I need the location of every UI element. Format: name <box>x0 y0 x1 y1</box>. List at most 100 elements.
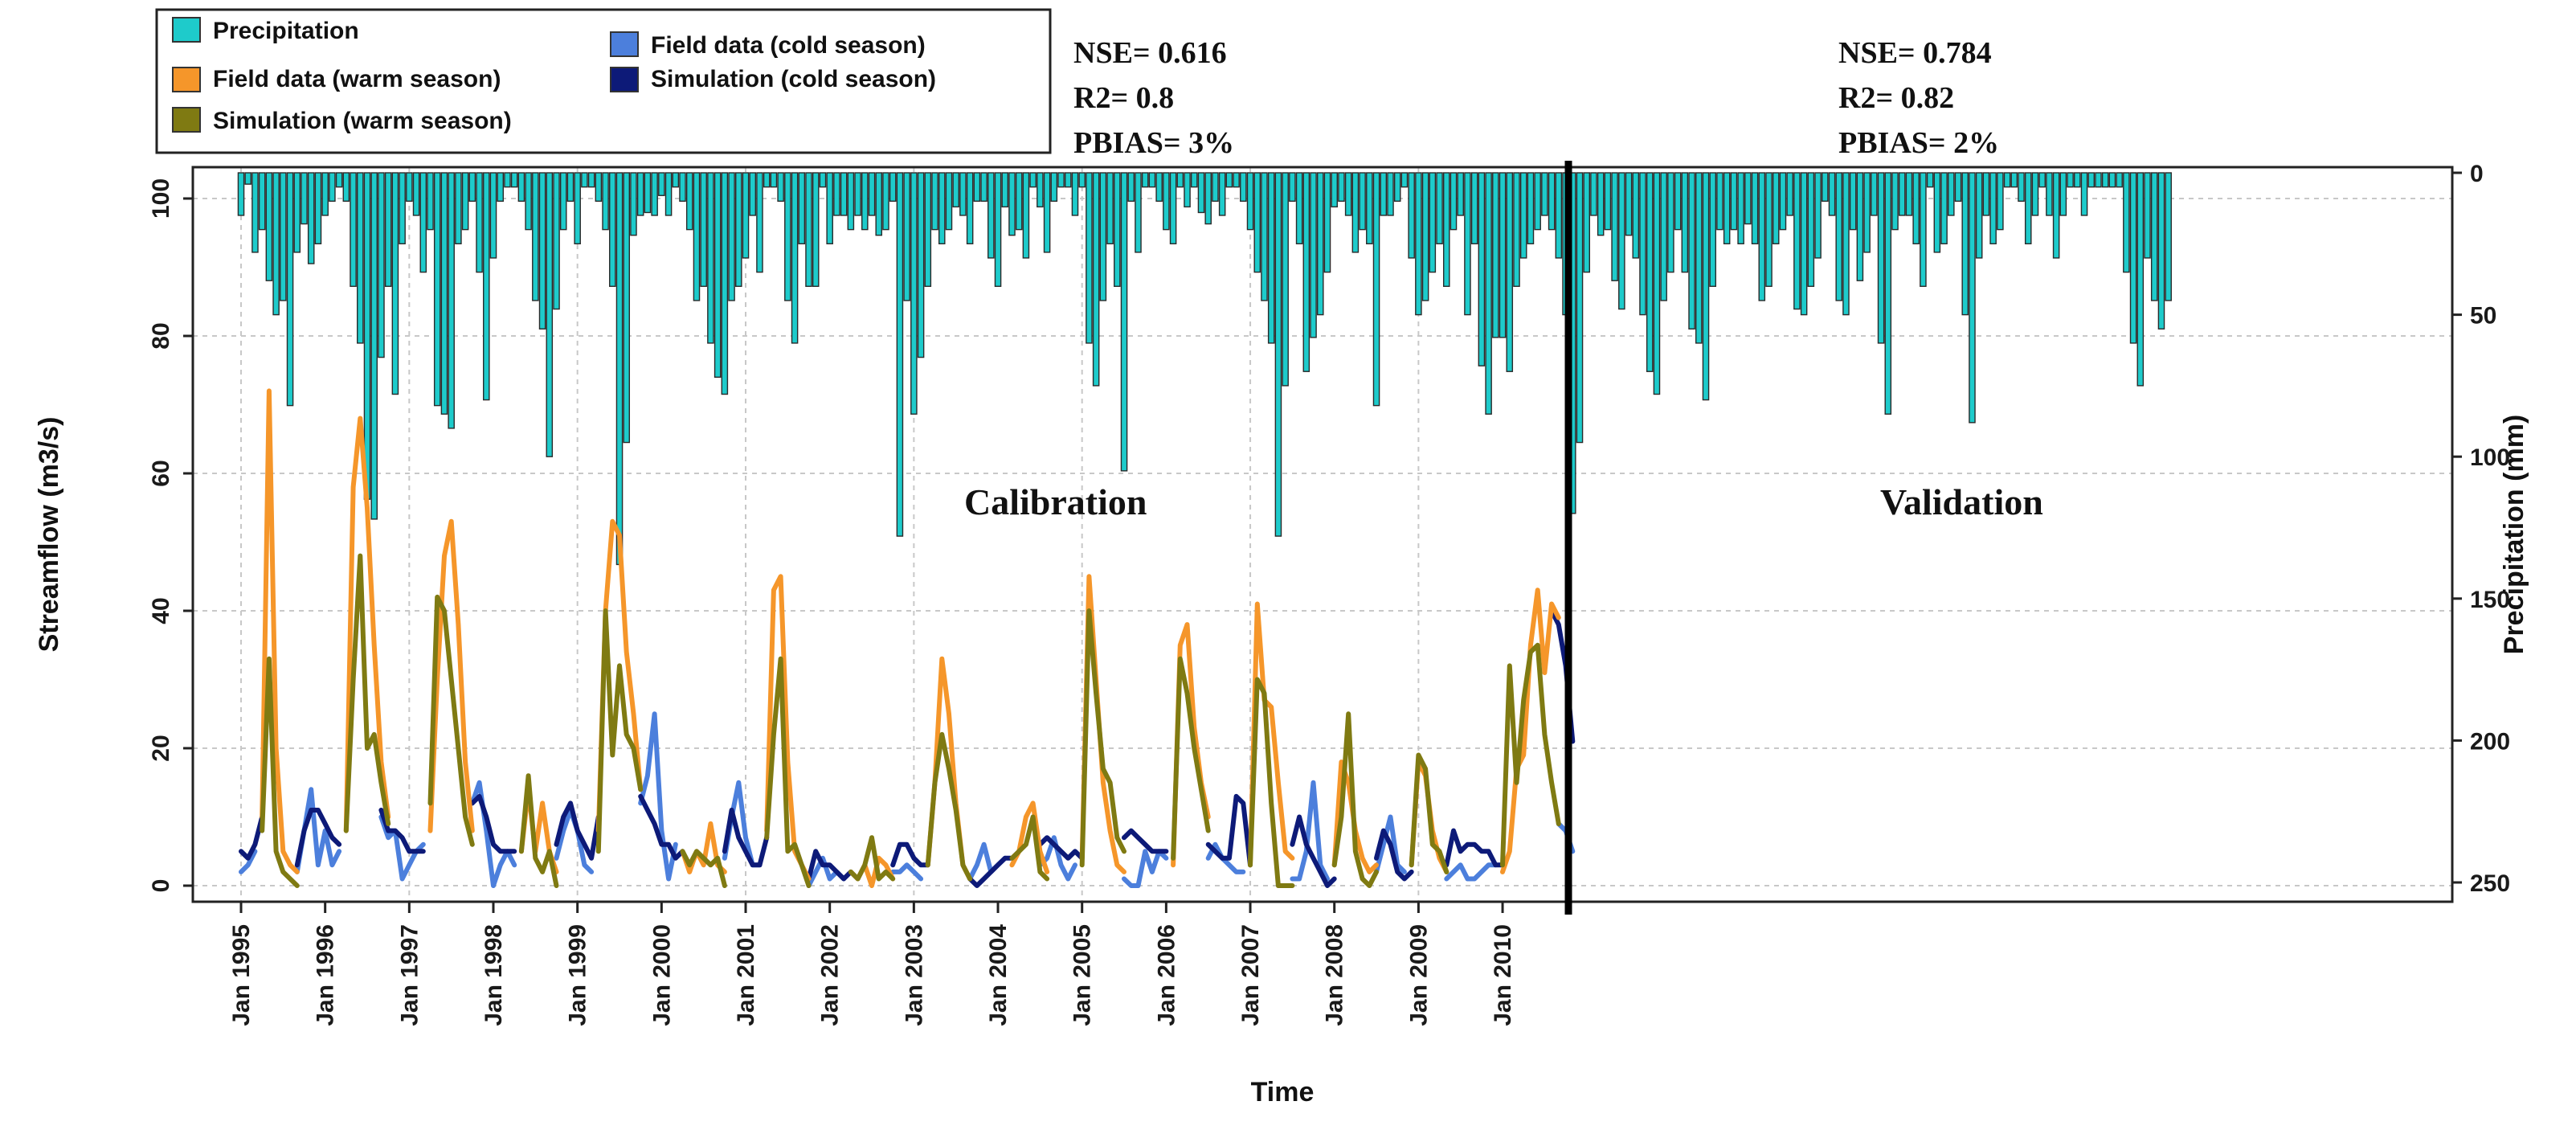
validation-label: Validation <box>1880 481 2043 522</box>
precipitation-bar <box>546 172 554 457</box>
precipitation-bar <box>735 172 742 287</box>
precipitation-bar <box>1737 172 1744 245</box>
precipitation-bar <box>335 172 343 188</box>
precipitation-bar <box>2101 172 2109 188</box>
precipitation-bar <box>427 172 434 231</box>
precipitation-bar <box>1891 172 1899 231</box>
precipitation-bar <box>1807 172 1815 287</box>
precipitation-bar <box>1408 172 1415 259</box>
precipitation-bar <box>1274 172 1282 537</box>
y-tick-label: 60 <box>148 460 174 486</box>
precipitation-bar <box>2136 172 2145 387</box>
validation-nse: NSE= 0.784 <box>1838 36 1992 70</box>
precipitation-bar <box>630 172 637 236</box>
precipitation-bar <box>301 172 308 225</box>
precipitation-bar <box>1744 172 1752 225</box>
precipitation-bar <box>840 172 848 216</box>
precipitation-bar <box>1765 172 1773 287</box>
precipitation-bar <box>1688 172 1695 330</box>
precipitation-bar <box>1590 172 1597 216</box>
precipitation-bar <box>378 172 385 358</box>
precipitation-bar <box>2095 172 2102 188</box>
precipitation-bar <box>1674 172 1682 231</box>
precipitation-bar <box>1043 172 1051 253</box>
precipitation-bar <box>370 172 378 520</box>
precipitation-bar <box>2150 172 2158 301</box>
calibration-r2: R2= 0.8 <box>1073 81 1174 115</box>
legend-swatch-field-warm <box>172 67 201 92</box>
precipitation-bar <box>952 172 959 208</box>
precipitation-bar <box>286 172 294 407</box>
precipitation-bar <box>329 172 336 203</box>
precipitation-bar <box>882 172 889 231</box>
precipitation-bar <box>525 172 532 231</box>
precipitation-bar <box>1015 172 1023 231</box>
y2-tick-label: 100 <box>2470 444 2510 471</box>
precipitation-bar <box>1421 172 1429 301</box>
precipitation-bar <box>980 172 987 203</box>
series-line-simulation-cold-season <box>1290 814 1337 888</box>
precipitation-bar <box>1212 172 1219 203</box>
y2-axis-title: Precipitation (mm) <box>2499 415 2529 654</box>
precipitation-bar <box>280 172 287 301</box>
precipitation-bar <box>448 172 455 429</box>
precipitation-bar <box>1442 172 1450 287</box>
legend-swatch-sim-cold <box>610 67 639 92</box>
precipitation-bar <box>917 172 925 358</box>
precipitation-bar <box>1029 172 1037 188</box>
precipitation-bar <box>1057 172 1065 188</box>
x-tick-label: Jan 2007 <box>1237 924 1264 1026</box>
precipitation-bar <box>777 172 784 203</box>
precipitation-bar <box>770 172 778 188</box>
precipitation-bar <box>1961 172 1969 316</box>
precipitation-bar <box>1197 172 1205 214</box>
y-tick-label: 40 <box>148 597 174 624</box>
precipitation-bar <box>1351 172 1360 253</box>
precipitation-bar <box>1470 172 1478 245</box>
precipitation-bar <box>2144 172 2151 259</box>
precipitation-bar <box>700 172 707 287</box>
precipitation-bar <box>1576 172 1584 444</box>
precipitation-bar <box>1835 172 1843 301</box>
y2-tick-label: 200 <box>2470 728 2510 755</box>
precipitation-bar <box>1078 172 1086 188</box>
precipitation-bar <box>2038 172 2046 188</box>
precipitation-bar <box>244 172 251 185</box>
precipitation-bar <box>749 172 757 216</box>
x-tick-label: Jan 1998 <box>480 924 507 1026</box>
precipitation-bar <box>1037 172 1044 208</box>
precipitation-bar <box>1611 172 1618 281</box>
precipitation-bar <box>644 172 652 214</box>
precipitation-bar <box>1548 172 1556 231</box>
precipitation-bar <box>1793 172 1801 310</box>
x-axis-title: Time <box>1251 1077 1315 1107</box>
precipitation-bar <box>1001 172 1009 208</box>
precipitation-bar <box>2024 172 2032 245</box>
precipitation-bar <box>307 172 315 264</box>
precipitation-bar <box>1926 172 1934 188</box>
series-line-simulation-warm-season <box>1500 642 1561 868</box>
precipitation-bar <box>1871 172 1878 216</box>
y2-tick-label: 150 <box>2470 587 2510 613</box>
x-tick-label: Jan 2010 <box>1490 924 1516 1026</box>
precipitation-bar <box>805 172 812 287</box>
streamflow-lines <box>239 388 1576 888</box>
precipitation-bar <box>1898 172 1906 216</box>
precipitation-bar <box>1064 172 1072 188</box>
precipitation-bar <box>609 172 616 287</box>
legend-label-sim-warm: Simulation (warm season) <box>213 108 512 134</box>
precipitation-bar <box>2003 172 2011 188</box>
series-line-simulation-warm-season <box>925 731 973 882</box>
precipitation-bar <box>1429 172 1437 273</box>
x-tick-label: Jan 2008 <box>1322 924 1348 1026</box>
series-line-simulation-warm-season <box>260 656 300 888</box>
precipitation-bar <box>672 172 680 188</box>
series-line-simulation-warm-season <box>1171 656 1211 861</box>
precipitation-bar <box>651 172 658 216</box>
precipitation-bar <box>1190 172 1198 188</box>
precipitation-bar <box>1695 172 1703 344</box>
axes: 0 20 40 60 80 100 0 50 100 150 200 250 Jan 1995 Jan 1… <box>148 161 2510 1026</box>
precipitation-bar <box>1751 172 1759 245</box>
legend-box <box>155 8 1052 154</box>
